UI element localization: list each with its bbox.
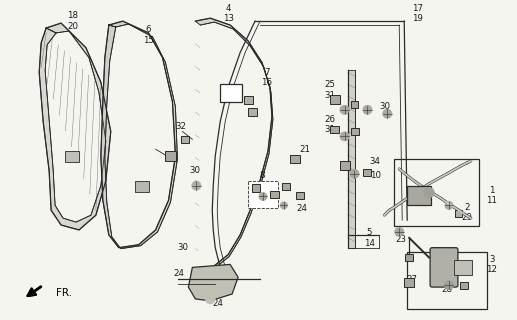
Text: 32: 32 bbox=[175, 122, 186, 131]
Bar bbox=[282, 183, 290, 190]
Circle shape bbox=[395, 228, 404, 236]
Bar bbox=[248, 108, 256, 116]
Bar bbox=[405, 253, 413, 261]
Text: FR.: FR. bbox=[56, 288, 72, 298]
Text: 34: 34 bbox=[370, 156, 381, 165]
Bar bbox=[330, 95, 340, 104]
Circle shape bbox=[383, 109, 392, 118]
Circle shape bbox=[192, 181, 201, 190]
Text: 22: 22 bbox=[431, 247, 442, 256]
Text: 4
13: 4 13 bbox=[223, 4, 234, 23]
Text: 27: 27 bbox=[407, 275, 418, 284]
Circle shape bbox=[424, 188, 434, 197]
Circle shape bbox=[363, 105, 372, 114]
Circle shape bbox=[350, 169, 359, 178]
Text: 8: 8 bbox=[259, 171, 265, 180]
Bar bbox=[363, 169, 371, 176]
Text: 30: 30 bbox=[380, 102, 391, 111]
Text: 30: 30 bbox=[190, 166, 201, 175]
Bar bbox=[164, 151, 176, 161]
Bar bbox=[404, 278, 414, 287]
Text: 10: 10 bbox=[370, 171, 381, 180]
Text: 25
31: 25 31 bbox=[324, 80, 335, 100]
Bar bbox=[394, 159, 479, 226]
Text: 3
12: 3 12 bbox=[486, 255, 497, 274]
Text: 24: 24 bbox=[296, 204, 307, 213]
Bar bbox=[460, 282, 468, 289]
Text: 23: 23 bbox=[396, 235, 407, 244]
Bar bbox=[455, 210, 462, 217]
Polygon shape bbox=[101, 21, 177, 249]
Bar bbox=[454, 260, 472, 275]
Text: 9: 9 bbox=[261, 198, 267, 207]
Text: 2: 2 bbox=[464, 203, 469, 212]
Bar bbox=[407, 186, 431, 205]
Bar bbox=[270, 190, 279, 198]
Text: 6
15: 6 15 bbox=[143, 25, 154, 44]
Bar bbox=[244, 96, 252, 104]
Circle shape bbox=[445, 281, 453, 290]
Text: 7
16: 7 16 bbox=[262, 68, 272, 87]
Bar bbox=[181, 136, 189, 143]
Bar bbox=[351, 101, 358, 108]
Polygon shape bbox=[195, 18, 273, 273]
Bar bbox=[330, 125, 339, 133]
Text: 17
19: 17 19 bbox=[412, 4, 422, 23]
Bar bbox=[340, 162, 349, 170]
Circle shape bbox=[205, 294, 215, 304]
Bar bbox=[296, 192, 304, 199]
Circle shape bbox=[259, 193, 267, 200]
Text: 26
31: 26 31 bbox=[324, 115, 335, 134]
Bar bbox=[252, 184, 261, 192]
Text: 30: 30 bbox=[177, 243, 188, 252]
Bar bbox=[248, 181, 278, 208]
Bar bbox=[407, 252, 487, 309]
Bar bbox=[134, 181, 148, 192]
Text: 21: 21 bbox=[299, 145, 310, 154]
Bar bbox=[347, 70, 356, 248]
Circle shape bbox=[445, 201, 453, 209]
Text: 24: 24 bbox=[173, 269, 184, 278]
Bar bbox=[352, 128, 359, 135]
FancyBboxPatch shape bbox=[430, 248, 458, 287]
Text: 29: 29 bbox=[462, 213, 473, 222]
Bar bbox=[220, 84, 242, 102]
Text: 28: 28 bbox=[442, 284, 452, 293]
Bar bbox=[290, 155, 300, 163]
Circle shape bbox=[280, 202, 287, 209]
Text: 5
14: 5 14 bbox=[364, 228, 375, 248]
Polygon shape bbox=[188, 264, 238, 301]
Polygon shape bbox=[39, 23, 111, 230]
Text: 33: 33 bbox=[226, 89, 236, 98]
Circle shape bbox=[340, 105, 349, 114]
Text: 18
20: 18 20 bbox=[68, 12, 79, 31]
Text: 1
11: 1 11 bbox=[486, 186, 497, 205]
Circle shape bbox=[340, 132, 349, 141]
Text: 24: 24 bbox=[212, 299, 224, 308]
Bar bbox=[65, 151, 79, 162]
